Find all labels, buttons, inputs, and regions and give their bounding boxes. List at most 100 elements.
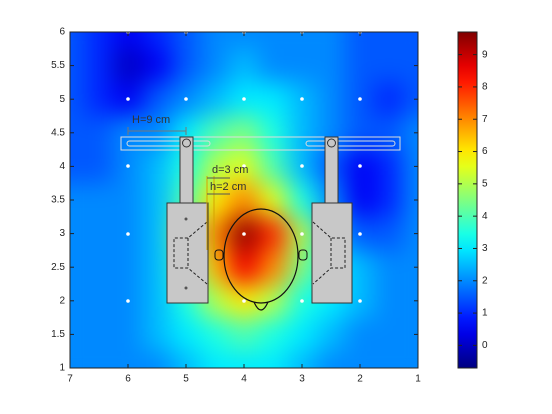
heat-cell [70, 48, 85, 83]
speaker-driver [312, 221, 346, 285]
y-tick-label: 1 [59, 363, 65, 374]
heat-cell [258, 116, 288, 151]
colorbar-tick-label: 6 [482, 146, 488, 157]
dimension-line [127, 127, 187, 135]
rail [120, 136, 401, 151]
y-tick-label: 5.5 [51, 60, 65, 71]
heat-cell [113, 32, 143, 50]
heat-cell [229, 317, 259, 352]
heat-cell [229, 32, 259, 50]
y-tick-label: 4 [59, 161, 65, 172]
heat-cell [403, 351, 418, 368]
annotation: H=9 cm [132, 114, 170, 126]
heat-cell [84, 149, 114, 184]
heat-cell [374, 284, 404, 319]
heat-cell [84, 32, 114, 50]
heat-cell [142, 82, 172, 117]
colorbar-tick-label: 4 [482, 211, 488, 222]
heat-cell [171, 32, 201, 50]
y-tick-label: 6 [59, 27, 65, 38]
stand-knob [182, 138, 191, 148]
heat-cell [258, 351, 288, 368]
heat-cell [258, 317, 288, 352]
heat-cell [374, 216, 404, 251]
heat-cell [113, 183, 143, 218]
colorbar-tick-label: 0 [482, 340, 488, 351]
heat-cell [84, 183, 114, 218]
y-tick-label: 3.5 [51, 195, 65, 206]
dimension-line [207, 177, 230, 195]
y-tick-label: 5 [59, 94, 65, 105]
heat-cell [229, 183, 259, 218]
x-tick-label: 6 [125, 374, 131, 385]
heat-cell [374, 250, 404, 285]
heat-cell [403, 317, 418, 352]
heat-cell [287, 116, 317, 151]
heat-cell [229, 250, 259, 285]
heat-cell [374, 82, 404, 117]
heat-cell [84, 351, 114, 368]
ear [214, 249, 224, 261]
heat-cell [403, 216, 418, 251]
heatmap [70, 32, 418, 368]
heat-cell [142, 149, 172, 184]
heat-cell [374, 48, 404, 83]
dimension-line [206, 176, 215, 250]
heat-cell [70, 351, 85, 368]
y-tick-label: 2.5 [51, 262, 65, 273]
heat-cell [258, 216, 288, 251]
heatmap-cells [70, 32, 418, 368]
colorbar [457, 31, 478, 369]
heat-cell [171, 48, 201, 83]
heat-cell [345, 116, 375, 151]
heat-cell [258, 32, 288, 50]
colorbar-tick-label: 1 [482, 308, 488, 319]
heat-cell [84, 82, 114, 117]
heat-cell [374, 351, 404, 368]
heat-cell [142, 116, 172, 151]
heat-cell [200, 48, 230, 83]
heat-cell [229, 351, 259, 368]
heat-cell [229, 116, 259, 151]
colorbar-tick-label: 9 [482, 49, 488, 60]
heat-cell [171, 351, 201, 368]
heat-cell [70, 82, 85, 117]
y-tick-label: 3 [59, 228, 65, 239]
heat-cell [345, 48, 375, 83]
heat-cell [258, 250, 288, 285]
colorbar-tick-label: 7 [482, 114, 488, 125]
heat-cell [113, 250, 143, 285]
heat-cell [142, 48, 172, 83]
heat-cell [200, 82, 230, 117]
x-tick-label: 3 [299, 374, 305, 385]
heat-cell [70, 284, 85, 319]
heat-cell [70, 250, 85, 285]
heat-cell [316, 351, 346, 368]
heat-cell [287, 351, 317, 368]
heat-cell [84, 317, 114, 352]
heat-cell [70, 183, 85, 218]
heat-cell [84, 284, 114, 319]
heat-cell [200, 32, 230, 50]
heat-cell [287, 317, 317, 352]
heat-cell [403, 82, 418, 117]
heat-cell [258, 149, 288, 184]
heat-cell [345, 32, 375, 50]
heat-cell [403, 284, 418, 319]
setup-diagram: H=9 cm d=3 cm h=2 cm [120, 30, 401, 311]
heat-cell [70, 216, 85, 251]
heat-cell [316, 32, 346, 50]
x-tick-label: 7 [67, 374, 73, 385]
heat-cell [403, 149, 418, 184]
heat-cell [70, 317, 85, 352]
rail-slot [305, 140, 396, 147]
heat-cell [287, 32, 317, 50]
heat-cell [200, 351, 230, 368]
heat-cell [403, 32, 418, 50]
x-tick-label: 4 [241, 374, 247, 385]
heat-cell [374, 317, 404, 352]
heat-cell [84, 116, 114, 151]
heat-cell [374, 149, 404, 184]
heat-cell [84, 48, 114, 83]
